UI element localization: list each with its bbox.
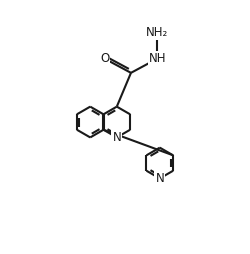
Text: N: N: [112, 131, 121, 144]
Text: N: N: [156, 172, 164, 185]
Text: NH₂: NH₂: [146, 26, 169, 39]
Text: NH: NH: [148, 52, 166, 65]
Text: O: O: [100, 52, 109, 65]
